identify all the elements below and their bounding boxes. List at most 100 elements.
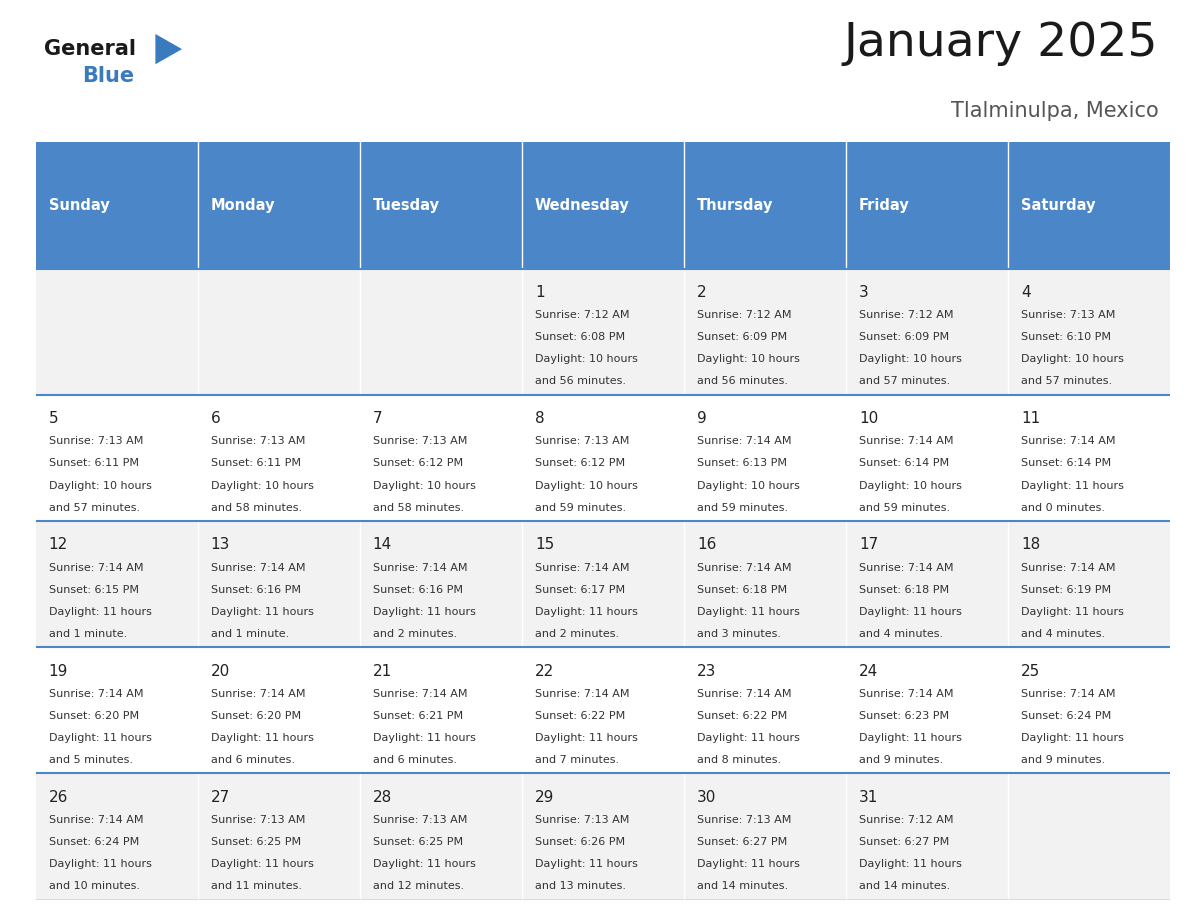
Text: Sunrise: 7:14 AM: Sunrise: 7:14 AM [210,563,305,573]
Text: Daylight: 10 hours: Daylight: 10 hours [697,354,800,364]
Text: Sunrise: 7:12 AM: Sunrise: 7:12 AM [859,815,954,825]
Text: Daylight: 11 hours: Daylight: 11 hours [859,733,962,743]
Text: 29: 29 [535,789,555,805]
Text: 28: 28 [373,789,392,805]
Text: Sunset: 6:24 PM: Sunset: 6:24 PM [1020,711,1111,721]
Text: Sunset: 6:09 PM: Sunset: 6:09 PM [697,332,786,342]
Text: Friday: Friday [859,198,910,213]
Text: Sunset: 6:12 PM: Sunset: 6:12 PM [373,458,463,468]
Text: Sunset: 6:10 PM: Sunset: 6:10 PM [1020,332,1111,342]
Text: General: General [44,39,135,59]
Text: 15: 15 [535,537,554,553]
Text: Sunrise: 7:13 AM: Sunrise: 7:13 AM [535,436,630,446]
Text: 27: 27 [210,789,230,805]
Text: 30: 30 [697,789,716,805]
Text: 4: 4 [1020,285,1031,300]
Text: and 59 minutes.: and 59 minutes. [535,503,626,512]
Text: and 2 minutes.: and 2 minutes. [535,629,619,639]
Text: Daylight: 11 hours: Daylight: 11 hours [49,607,152,617]
Bar [36,773,1170,900]
Text: and 1 minute.: and 1 minute. [210,629,289,639]
Text: Sunrise: 7:14 AM: Sunrise: 7:14 AM [1020,688,1116,699]
Text: Monday: Monday [210,198,276,213]
Text: Sunset: 6:12 PM: Sunset: 6:12 PM [535,458,625,468]
Text: Sunset: 6:27 PM: Sunset: 6:27 PM [697,837,788,847]
Text: 11: 11 [1020,411,1041,426]
Text: 2: 2 [697,285,707,300]
Bar [36,647,1170,773]
Text: and 5 minutes.: and 5 minutes. [49,756,133,765]
Text: and 7 minutes.: and 7 minutes. [535,756,619,765]
Text: and 3 minutes.: and 3 minutes. [697,629,781,639]
Text: and 9 minutes.: and 9 minutes. [1020,756,1105,765]
Bar [36,395,1170,521]
Text: 9: 9 [697,411,707,426]
Text: Sunrise: 7:13 AM: Sunrise: 7:13 AM [210,436,305,446]
Text: 6: 6 [210,411,221,426]
Text: Daylight: 11 hours: Daylight: 11 hours [859,859,962,869]
Text: Daylight: 11 hours: Daylight: 11 hours [210,859,314,869]
Text: and 57 minutes.: and 57 minutes. [49,503,140,512]
Text: and 59 minutes.: and 59 minutes. [697,503,788,512]
Text: Sunrise: 7:14 AM: Sunrise: 7:14 AM [535,563,630,573]
Text: Sunrise: 7:14 AM: Sunrise: 7:14 AM [49,688,143,699]
Bar [36,142,1170,269]
Text: 21: 21 [373,664,392,678]
Text: and 8 minutes.: and 8 minutes. [697,756,781,765]
Text: Blue: Blue [82,66,134,86]
Text: and 59 minutes.: and 59 minutes. [859,503,950,512]
Text: Daylight: 10 hours: Daylight: 10 hours [859,354,962,364]
Text: Sunrise: 7:13 AM: Sunrise: 7:13 AM [1020,310,1116,320]
Text: and 0 minutes.: and 0 minutes. [1020,503,1105,512]
Text: 22: 22 [535,664,554,678]
Text: 20: 20 [210,664,230,678]
Text: Sunrise: 7:14 AM: Sunrise: 7:14 AM [210,688,305,699]
Text: Sunrise: 7:14 AM: Sunrise: 7:14 AM [49,815,143,825]
Text: Daylight: 11 hours: Daylight: 11 hours [210,733,314,743]
Text: and 2 minutes.: and 2 minutes. [373,629,457,639]
Text: and 6 minutes.: and 6 minutes. [373,756,456,765]
Text: and 56 minutes.: and 56 minutes. [535,376,626,386]
Text: Sunset: 6:20 PM: Sunset: 6:20 PM [210,711,301,721]
Text: 31: 31 [859,789,878,805]
Text: Sunrise: 7:14 AM: Sunrise: 7:14 AM [1020,563,1116,573]
Text: and 57 minutes.: and 57 minutes. [1020,376,1112,386]
Bar [36,269,1170,395]
Text: and 56 minutes.: and 56 minutes. [697,376,788,386]
Text: Sunrise: 7:12 AM: Sunrise: 7:12 AM [859,310,954,320]
Text: Daylight: 11 hours: Daylight: 11 hours [697,859,800,869]
Text: Daylight: 10 hours: Daylight: 10 hours [373,481,475,490]
Text: Sunset: 6:09 PM: Sunset: 6:09 PM [859,332,949,342]
Text: Sunrise: 7:14 AM: Sunrise: 7:14 AM [859,563,954,573]
Text: Sunset: 6:15 PM: Sunset: 6:15 PM [49,585,139,595]
Text: Sunrise: 7:13 AM: Sunrise: 7:13 AM [535,815,630,825]
Text: Sunrise: 7:14 AM: Sunrise: 7:14 AM [535,688,630,699]
Text: Sunset: 6:27 PM: Sunset: 6:27 PM [859,837,949,847]
Text: Sunset: 6:14 PM: Sunset: 6:14 PM [859,458,949,468]
Text: and 57 minutes.: and 57 minutes. [859,376,950,386]
Text: Daylight: 11 hours: Daylight: 11 hours [535,859,638,869]
Text: Sunset: 6:22 PM: Sunset: 6:22 PM [697,711,788,721]
Text: Sunrise: 7:12 AM: Sunrise: 7:12 AM [697,310,791,320]
Text: 1: 1 [535,285,544,300]
Text: 5: 5 [49,411,58,426]
Bar [36,521,1170,647]
Text: Daylight: 10 hours: Daylight: 10 hours [535,354,638,364]
Text: 23: 23 [697,664,716,678]
Text: 12: 12 [49,537,68,553]
Text: Daylight: 10 hours: Daylight: 10 hours [859,481,962,490]
Text: and 12 minutes.: and 12 minutes. [373,881,463,891]
Text: Daylight: 11 hours: Daylight: 11 hours [697,733,800,743]
Text: Daylight: 11 hours: Daylight: 11 hours [1020,733,1124,743]
Text: Sunrise: 7:14 AM: Sunrise: 7:14 AM [373,688,467,699]
Text: 13: 13 [210,537,230,553]
Text: 10: 10 [859,411,878,426]
Text: Daylight: 11 hours: Daylight: 11 hours [697,607,800,617]
Text: Sunday: Sunday [49,198,109,213]
Text: Sunrise: 7:14 AM: Sunrise: 7:14 AM [697,436,791,446]
Text: Sunrise: 7:12 AM: Sunrise: 7:12 AM [535,310,630,320]
Text: and 58 minutes.: and 58 minutes. [210,503,302,512]
Text: Thursday: Thursday [697,198,773,213]
Text: Tlalminulpa, Mexico: Tlalminulpa, Mexico [950,101,1158,121]
Text: 16: 16 [697,537,716,553]
